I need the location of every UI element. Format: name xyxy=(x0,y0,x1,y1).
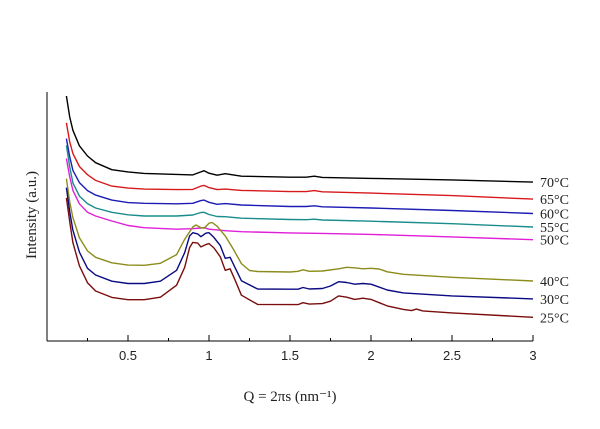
series-line-2 xyxy=(65,138,534,215)
series-label-6: 30°C xyxy=(540,293,569,308)
series-line-0 xyxy=(65,95,534,183)
x-tick-label: 2.5 xyxy=(443,348,461,363)
x-tick-label: 0.5 xyxy=(119,348,137,363)
series-line-3 xyxy=(65,145,534,228)
series-label-1: 65°C xyxy=(540,193,569,208)
x-tick-label: 2 xyxy=(367,348,374,363)
y-axis-label: Intensity (a.u.) xyxy=(24,171,40,259)
series-label-3: 55°C xyxy=(540,221,569,236)
chart-axes: 0.5 1 1.5 2 2.5 3 xyxy=(46,92,537,363)
series-line-5 xyxy=(65,178,534,282)
x-axis-label: Q = 2πs (nm⁻¹) xyxy=(243,389,336,405)
chart-series xyxy=(65,95,534,318)
series-label-2: 60°C xyxy=(540,208,569,223)
series-line-1 xyxy=(65,122,534,200)
series-line-7 xyxy=(65,197,534,318)
series-line-6 xyxy=(65,187,534,300)
x-tick-label: 3 xyxy=(529,348,536,363)
series-line-4 xyxy=(65,158,534,241)
x-tick-label: 1.5 xyxy=(281,348,299,363)
series-label-5: 40°C xyxy=(540,275,569,290)
x-tick-label: 1 xyxy=(205,348,212,363)
chart-series-labels: 70°C 65°C60°C55°C50°C 40°C 30°C 25°C xyxy=(540,176,569,326)
series-label-0: 70°C xyxy=(540,176,569,191)
series-label-7: 25°C xyxy=(540,311,569,326)
series-label-4: 50°C xyxy=(540,234,569,249)
